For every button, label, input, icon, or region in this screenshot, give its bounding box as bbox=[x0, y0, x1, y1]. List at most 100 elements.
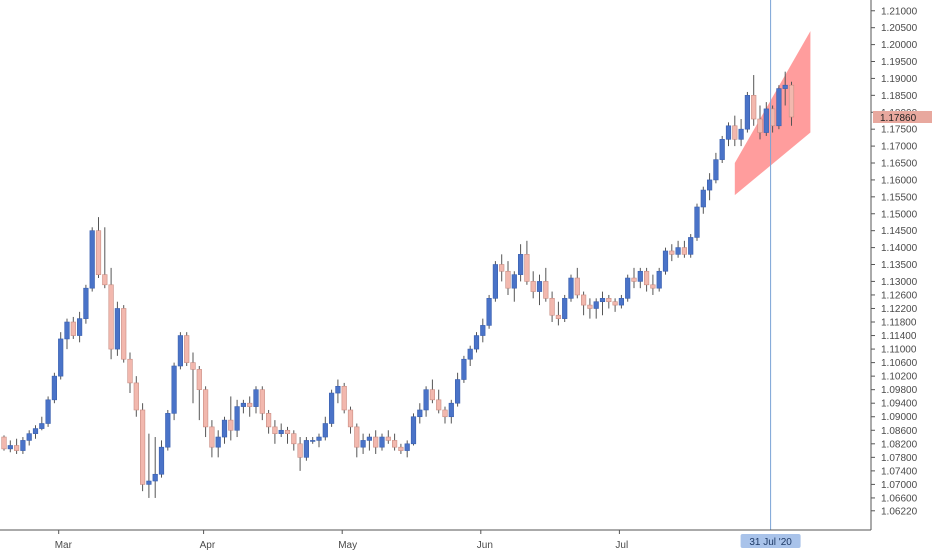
y-tick-label: 1.07000 bbox=[881, 480, 918, 491]
price-axis[interactable]: 1.21000 1.20500 1.20000 1.19500 1.19000 1.185… bbox=[871, 6, 918, 517]
candle bbox=[341, 382, 347, 414]
candle bbox=[347, 406, 354, 434]
y-tick-label: 1.13000 bbox=[881, 277, 918, 288]
candle-body bbox=[278, 429, 284, 434]
candle bbox=[763, 102, 769, 136]
candle bbox=[310, 437, 316, 444]
candle bbox=[133, 376, 139, 417]
candle bbox=[530, 271, 536, 299]
candle-body bbox=[555, 314, 561, 319]
candle-body bbox=[373, 436, 379, 448]
candle bbox=[121, 305, 127, 363]
y-tick-label: 1.07800 bbox=[881, 453, 918, 464]
candle-body bbox=[549, 298, 555, 316]
candle bbox=[152, 437, 158, 498]
y-tick-label: 1.19500 bbox=[881, 57, 918, 68]
candle-body bbox=[89, 230, 95, 289]
candle-body bbox=[423, 389, 429, 411]
candle-body bbox=[543, 281, 549, 299]
candle bbox=[259, 386, 265, 421]
candle-body bbox=[524, 254, 530, 282]
candle bbox=[114, 301, 120, 356]
candle bbox=[316, 433, 322, 448]
candle bbox=[64, 318, 70, 350]
y-tick-label: 1.16000 bbox=[881, 175, 918, 186]
candle bbox=[32, 425, 39, 439]
candle bbox=[593, 298, 599, 319]
last-price-tag: 1.17860 bbox=[873, 110, 932, 124]
candles-layer bbox=[1, 71, 795, 498]
y-tick-label: 1.10600 bbox=[881, 358, 918, 369]
x-tick-label: Apr bbox=[200, 540, 216, 550]
candle bbox=[643, 267, 650, 292]
candle-body bbox=[517, 254, 524, 275]
candle-body bbox=[272, 426, 278, 434]
candle-body bbox=[429, 389, 436, 401]
candle bbox=[738, 119, 744, 147]
candle-body bbox=[625, 277, 631, 299]
candle bbox=[587, 298, 593, 319]
candle-body bbox=[398, 446, 404, 451]
candle-body bbox=[209, 426, 215, 448]
candle-body bbox=[114, 308, 120, 350]
candle bbox=[650, 274, 656, 295]
candle bbox=[140, 403, 146, 492]
candle bbox=[404, 440, 410, 458]
candle bbox=[480, 318, 486, 343]
candle bbox=[580, 291, 587, 316]
candle-body bbox=[64, 321, 70, 340]
y-tick-label: 1.08600 bbox=[881, 426, 918, 437]
candle bbox=[373, 430, 379, 454]
candle bbox=[203, 386, 209, 438]
candle-body bbox=[253, 389, 259, 407]
y-tick-label: 1.06220 bbox=[881, 506, 918, 517]
candle bbox=[165, 409, 171, 451]
candle bbox=[429, 379, 436, 404]
time-axis[interactable]: Mar Apr May Jun Jul bbox=[55, 530, 628, 550]
candle bbox=[694, 203, 700, 241]
candle bbox=[688, 234, 694, 258]
candle bbox=[417, 403, 423, 424]
candle-body bbox=[322, 423, 328, 438]
candle bbox=[499, 254, 505, 282]
candle-body bbox=[146, 480, 152, 485]
candle-body bbox=[505, 270, 511, 289]
candle-body bbox=[354, 426, 360, 448]
candle-body bbox=[530, 281, 536, 292]
candle-body bbox=[108, 284, 114, 350]
candle bbox=[366, 433, 373, 451]
candle bbox=[656, 267, 662, 292]
candle-body bbox=[732, 125, 738, 140]
candle bbox=[536, 274, 543, 306]
candle-body bbox=[580, 294, 587, 306]
candle-body bbox=[536, 281, 543, 292]
candle bbox=[637, 267, 643, 289]
candle-body bbox=[417, 409, 423, 418]
candle bbox=[606, 294, 612, 309]
candle bbox=[354, 423, 360, 458]
candle-body bbox=[297, 443, 303, 458]
candle-body bbox=[391, 440, 398, 448]
candle bbox=[706, 173, 713, 201]
candle-body bbox=[688, 237, 694, 255]
y-tick-label: 1.11400 bbox=[881, 331, 917, 342]
candle-body bbox=[127, 358, 133, 384]
y-tick-label: 1.21000 bbox=[881, 6, 918, 17]
candle bbox=[555, 301, 561, 326]
candle-body bbox=[328, 392, 335, 424]
candle-body bbox=[492, 264, 499, 299]
candle bbox=[625, 274, 631, 302]
y-tick-label: 1.20000 bbox=[881, 40, 918, 51]
candle bbox=[574, 267, 580, 299]
candle-body bbox=[776, 88, 782, 127]
candle bbox=[291, 430, 297, 451]
candle-body bbox=[669, 250, 675, 255]
candle bbox=[744, 91, 750, 133]
crosshair-date-tag: 31 Jul '20 bbox=[740, 534, 801, 548]
candle bbox=[599, 291, 606, 316]
candle-body bbox=[656, 270, 662, 289]
candle bbox=[398, 443, 404, 454]
candle-body bbox=[612, 301, 618, 306]
candle-body bbox=[1, 436, 7, 450]
